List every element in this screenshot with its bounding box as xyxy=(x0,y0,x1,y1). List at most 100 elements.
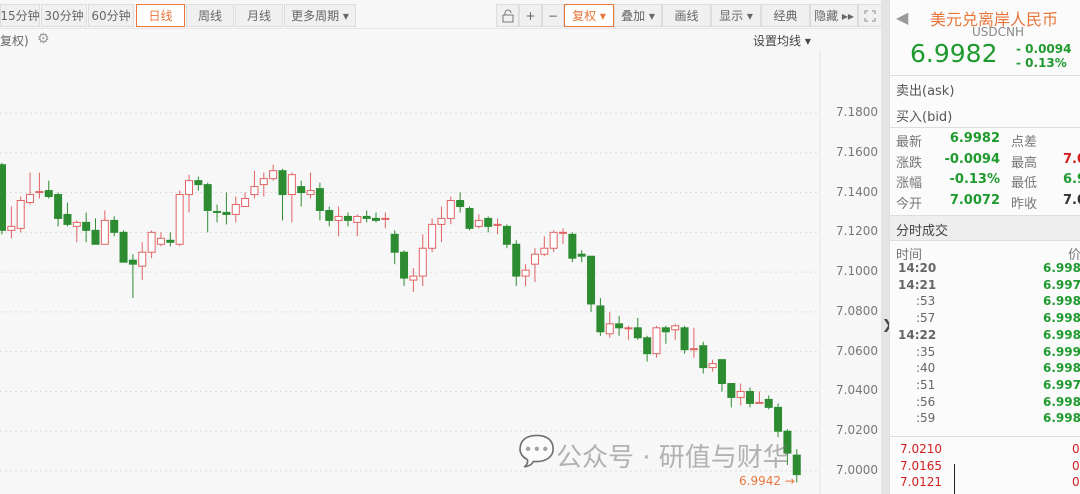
candle[interactable] xyxy=(306,172,315,199)
candle[interactable] xyxy=(755,391,764,404)
candle[interactable] xyxy=(746,387,754,408)
period-tab[interactable]: 更多周期 ▾ xyxy=(284,4,356,27)
candle[interactable] xyxy=(400,250,409,287)
candle[interactable] xyxy=(297,180,306,207)
candle[interactable] xyxy=(138,242,147,281)
candle[interactable] xyxy=(708,359,717,372)
candle[interactable] xyxy=(587,255,596,312)
toolbar-button[interactable]: 隐藏 ▸▸ xyxy=(810,4,858,27)
candle[interactable] xyxy=(353,214,362,237)
candle[interactable] xyxy=(792,449,801,483)
ma-settings-button[interactable]: 设置均线 ▾ xyxy=(753,34,811,48)
candle[interactable] xyxy=(493,218,502,235)
candle[interactable] xyxy=(540,236,549,257)
candle[interactable] xyxy=(343,212,352,227)
period-tab[interactable]: 60分钟 xyxy=(88,4,134,27)
candle[interactable] xyxy=(250,170,259,199)
candle[interactable] xyxy=(446,196,455,225)
candle[interactable] xyxy=(241,192,250,207)
candle[interactable] xyxy=(72,220,81,243)
expand-icon[interactable] xyxy=(858,4,882,27)
candle[interactable] xyxy=(390,230,399,265)
candle[interactable] xyxy=(7,206,16,239)
toolbar-button[interactable]: 经典 xyxy=(761,4,810,27)
candle[interactable] xyxy=(512,240,521,287)
candle[interactable] xyxy=(680,325,689,354)
back-arrow-icon[interactable]: ◀ xyxy=(896,8,909,27)
candle[interactable] xyxy=(671,323,680,340)
toolbar-button[interactable]: 复权 ▾ xyxy=(564,4,614,27)
candle[interactable] xyxy=(372,212,380,223)
candle[interactable] xyxy=(315,182,324,221)
candlestick-chart[interactable] xyxy=(0,50,830,494)
candle[interactable] xyxy=(783,429,792,466)
candle[interactable] xyxy=(577,250,586,263)
candle[interactable] xyxy=(175,190,184,247)
candle[interactable] xyxy=(633,317,642,340)
lock-icon[interactable] xyxy=(496,4,519,27)
candle[interactable] xyxy=(689,327,698,358)
candle[interactable] xyxy=(156,232,165,247)
candle[interactable] xyxy=(82,212,91,243)
candle[interactable] xyxy=(222,192,231,225)
candle[interactable] xyxy=(643,335,652,362)
candle[interactable] xyxy=(559,228,567,245)
candle[interactable] xyxy=(16,196,25,233)
toolbar-button[interactable]: 画线 xyxy=(662,4,711,27)
candle[interactable] xyxy=(44,180,53,199)
candle[interactable] xyxy=(596,297,605,336)
candle[interactable] xyxy=(63,202,72,227)
candle[interactable] xyxy=(231,196,240,223)
candle[interactable] xyxy=(484,216,493,233)
toolbar-button[interactable]: 叠加 ▾ xyxy=(614,4,662,27)
candle[interactable] xyxy=(203,182,212,233)
candle[interactable] xyxy=(428,218,437,253)
candle[interactable] xyxy=(437,206,446,243)
candle[interactable] xyxy=(110,216,119,237)
candle[interactable] xyxy=(764,395,773,410)
candle[interactable] xyxy=(26,172,35,205)
candle[interactable] xyxy=(278,168,287,221)
candle[interactable] xyxy=(259,172,268,197)
candle[interactable] xyxy=(0,162,6,235)
candle[interactable] xyxy=(166,232,175,247)
gear-icon[interactable]: ⚙ xyxy=(37,31,50,47)
period-tab[interactable]: 周线 xyxy=(186,4,234,27)
period-tab[interactable]: 月线 xyxy=(235,4,283,27)
collapse-arrow-icon[interactable]: ❯ xyxy=(882,318,893,333)
toolbar-button[interactable]: 显示 ▾ xyxy=(711,4,761,27)
toolbar-button[interactable]: + xyxy=(519,4,542,27)
candle[interactable] xyxy=(727,383,736,408)
candle[interactable] xyxy=(119,230,128,263)
candle[interactable] xyxy=(456,192,465,213)
candle[interactable] xyxy=(474,214,483,229)
candle[interactable] xyxy=(100,210,109,245)
candle[interactable] xyxy=(269,164,278,181)
candle[interactable] xyxy=(147,230,156,259)
candle[interactable] xyxy=(418,234,427,287)
candle[interactable] xyxy=(465,206,474,231)
candle[interactable] xyxy=(381,212,390,229)
period-tab[interactable]: 30分钟 xyxy=(41,4,87,27)
candle[interactable] xyxy=(661,325,670,344)
period-tab[interactable]: 15分钟 xyxy=(0,4,40,27)
candle[interactable] xyxy=(194,176,203,191)
candle[interactable] xyxy=(91,218,100,245)
candle[interactable] xyxy=(624,325,633,340)
candle[interactable] xyxy=(652,325,661,358)
candle[interactable] xyxy=(213,204,222,223)
candle[interactable] xyxy=(736,383,745,406)
candle[interactable] xyxy=(54,192,63,227)
candle[interactable] xyxy=(128,254,137,298)
candle[interactable] xyxy=(287,172,296,223)
candle[interactable] xyxy=(549,230,558,253)
candle[interactable] xyxy=(334,206,343,237)
candle[interactable] xyxy=(35,172,44,199)
panel-splitter[interactable] xyxy=(881,0,889,494)
candle[interactable] xyxy=(717,359,726,392)
period-tab[interactable]: 日线 xyxy=(136,4,185,27)
candle[interactable] xyxy=(502,224,511,249)
candle[interactable] xyxy=(568,232,577,263)
candle[interactable] xyxy=(521,264,530,287)
candle[interactable] xyxy=(325,206,334,227)
